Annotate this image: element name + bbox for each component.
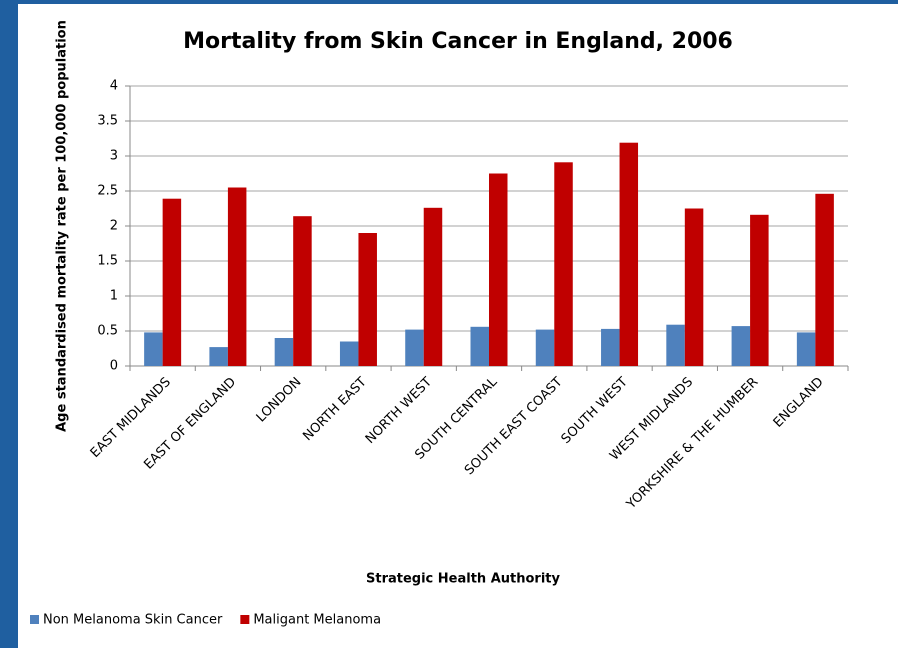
bar (358, 233, 377, 366)
y-tick-label: 4 (110, 79, 118, 94)
bar (293, 216, 312, 366)
bar (796, 332, 816, 366)
bar (144, 332, 163, 366)
bar (684, 208, 704, 366)
bar (750, 214, 769, 366)
bar (815, 193, 834, 366)
bar (209, 347, 228, 366)
bar (489, 173, 508, 366)
y-tick-label: 0.5 (97, 324, 118, 339)
bar (666, 324, 685, 366)
y-tick-label: 1.5 (97, 254, 118, 269)
chart-title: Mortality from Skin Cancer in England, 2… (183, 29, 733, 54)
y-axis-title: Age standardised mortality rate per 100,… (55, 20, 70, 432)
bar (535, 329, 555, 366)
bar (405, 329, 424, 366)
bar (162, 198, 182, 366)
y-tick-label: 2.5 (97, 184, 118, 199)
legend-swatch (30, 615, 39, 624)
legend-swatch (240, 615, 250, 624)
bar (554, 162, 573, 366)
bar (339, 341, 359, 366)
x-axis-title: Strategic Health Authority (366, 572, 561, 587)
y-tick-label: 2 (110, 219, 118, 234)
bar (274, 338, 294, 366)
bar (470, 326, 489, 366)
bar (423, 207, 443, 366)
bar (601, 328, 620, 366)
y-tick-label: 0 (110, 359, 118, 374)
y-tick-label: 1 (110, 289, 118, 304)
y-tick-label: 3 (110, 149, 118, 164)
bar (227, 187, 247, 366)
bar (731, 326, 751, 366)
bar (619, 142, 639, 366)
legend-label: Maligant Melanoma (253, 613, 381, 628)
y-tick-label: 3.5 (97, 114, 118, 129)
legend-label: Non Melanoma Skin Cancer (43, 613, 223, 628)
